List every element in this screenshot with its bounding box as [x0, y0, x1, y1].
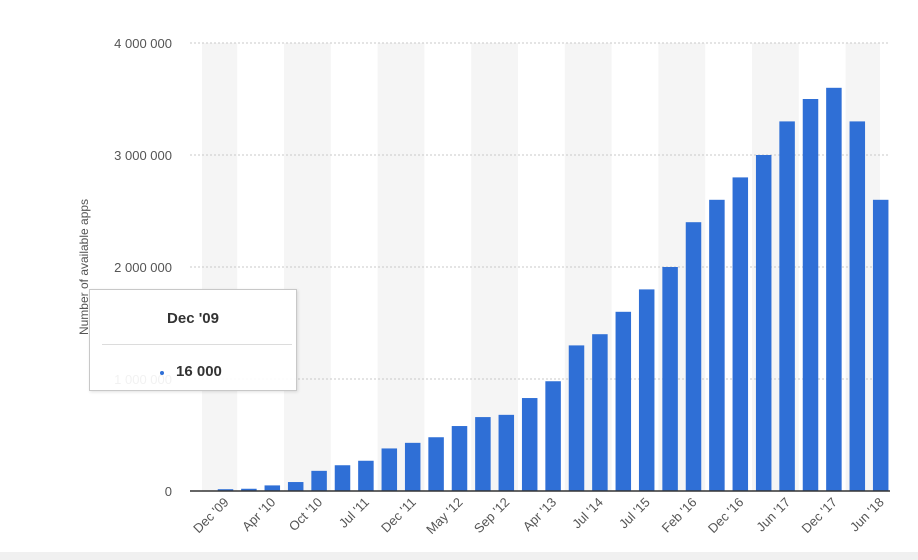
- bar: [358, 460, 374, 491]
- bar: [334, 465, 351, 491]
- bottom-strip: [0, 552, 918, 560]
- bar: [498, 414, 515, 491]
- bar: [475, 417, 491, 491]
- bar: [568, 345, 585, 491]
- bar: [287, 482, 304, 491]
- bar: [662, 267, 678, 491]
- x-tick-label: Apr '13: [520, 495, 559, 534]
- y-tick-label: 3 000 000: [114, 148, 172, 163]
- bar: [428, 437, 444, 491]
- x-tick-label: Dec '16: [705, 495, 746, 536]
- bar: [638, 289, 655, 491]
- x-tick-label: Jun '18: [847, 495, 887, 535]
- bar: [685, 222, 702, 491]
- bar: [826, 87, 842, 492]
- plot-band: [377, 43, 425, 491]
- bar: [849, 121, 866, 492]
- x-tick-label: Sep '12: [471, 495, 512, 536]
- bar: [264, 485, 281, 491]
- bar: [802, 99, 819, 491]
- bar: [615, 311, 632, 491]
- bar: [311, 470, 327, 491]
- bar: [755, 155, 772, 491]
- tooltip: Dec '09 16 000: [89, 289, 297, 391]
- bar: [779, 121, 795, 492]
- bar: [521, 398, 538, 491]
- y-axis-label: Number of available apps: [77, 199, 91, 335]
- x-tick-label: Apr '10: [239, 495, 278, 534]
- tooltip-title: Dec '09: [167, 310, 219, 327]
- x-tick-label: Dec '17: [799, 495, 840, 536]
- x-tick-label: Dec '11: [378, 495, 419, 536]
- y-tick-label: 2 000 000: [114, 260, 172, 275]
- bar: [545, 381, 561, 491]
- x-tick-label: Dec '09: [190, 495, 231, 536]
- bar: [241, 488, 257, 491]
- bar: [381, 448, 398, 491]
- y-tick-label: 0: [165, 484, 172, 499]
- x-tick-label: Feb '16: [659, 495, 700, 536]
- bar: [592, 334, 608, 491]
- bar: [451, 426, 468, 491]
- bar: [404, 442, 421, 491]
- x-tick-label: Jul '15: [616, 495, 653, 532]
- x-tick-label: Jul '11: [336, 495, 372, 531]
- tooltip-value: 16 000: [176, 363, 222, 380]
- x-tick-label: Oct '10: [286, 495, 325, 534]
- bar: [709, 199, 725, 492]
- y-tick-label: 4 000 000: [114, 36, 172, 51]
- tooltip-divider: [102, 344, 292, 345]
- bar: [732, 177, 749, 491]
- bar: [872, 199, 889, 492]
- x-tick-label: May '12: [423, 495, 466, 538]
- bar: [217, 489, 234, 491]
- x-tick-label: Jun '17: [753, 495, 793, 535]
- series-dot-icon: [160, 371, 164, 375]
- x-tick-label: Jul '14: [569, 495, 606, 532]
